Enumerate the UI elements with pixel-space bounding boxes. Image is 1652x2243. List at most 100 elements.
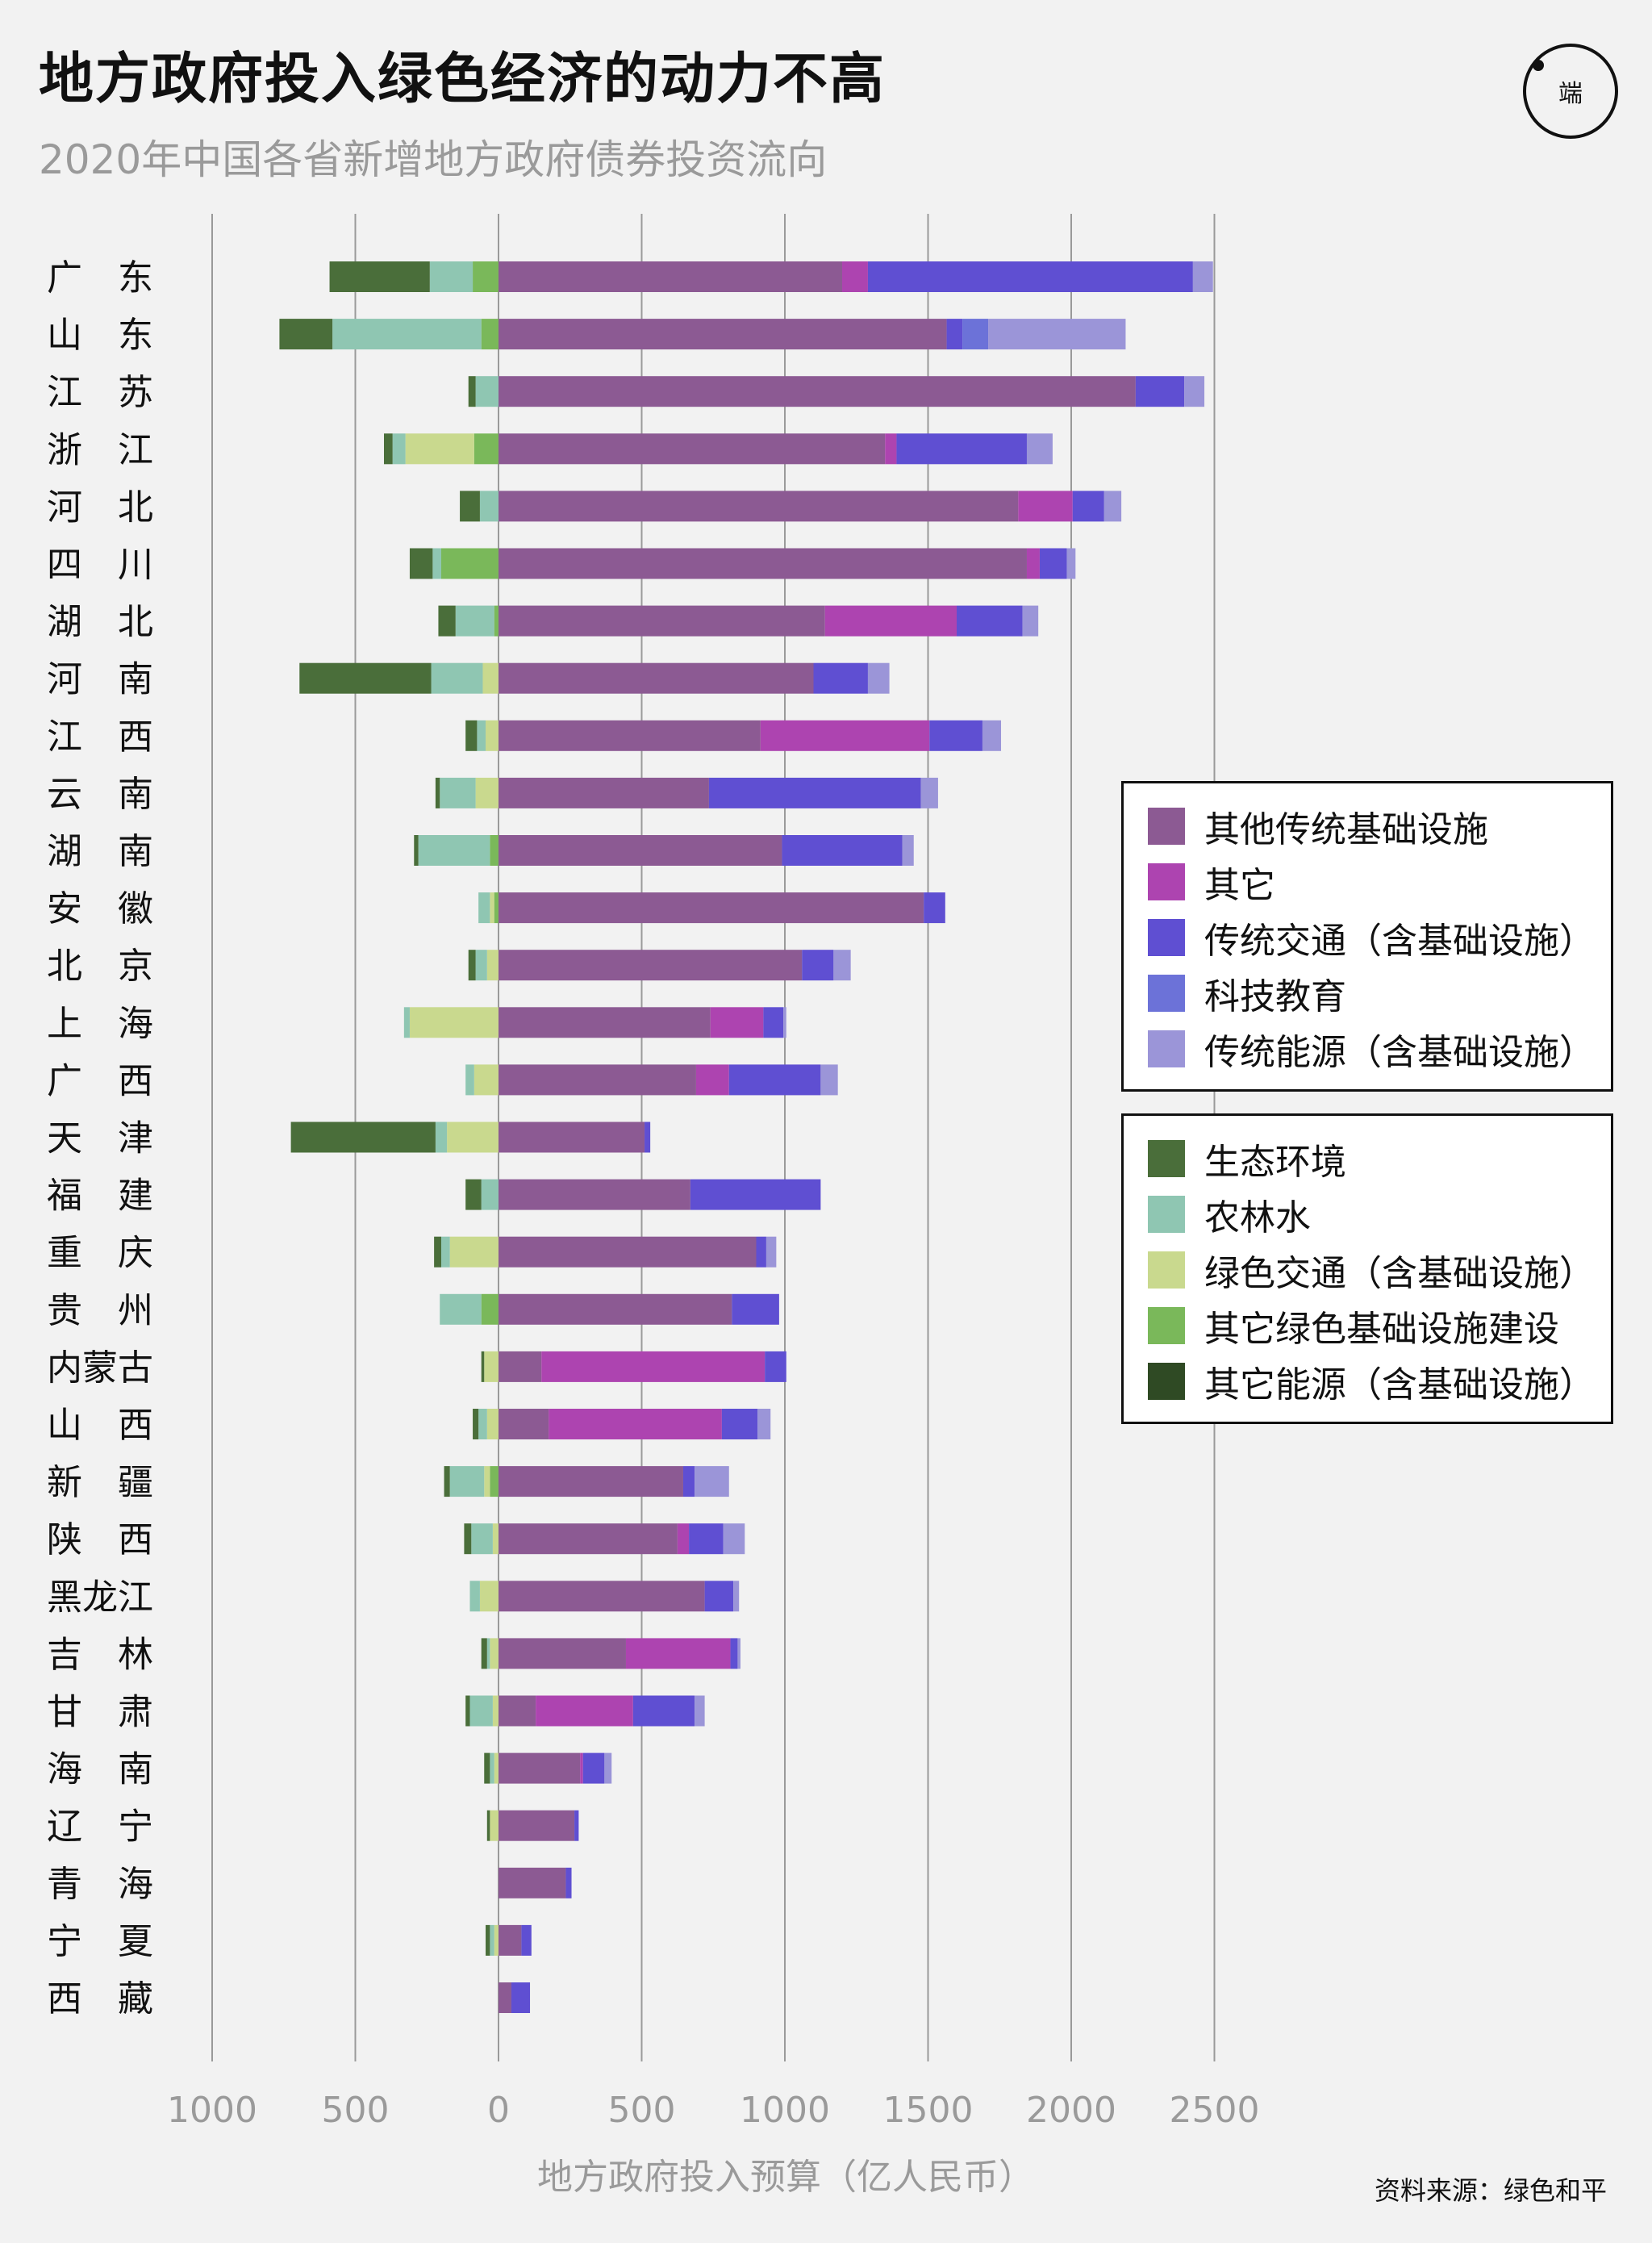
bar-other-13: [710, 1007, 764, 1038]
bar-traditional_other-15: [499, 1122, 645, 1153]
chart-title: 地方政府投入绿色经济的动力不高: [39, 48, 886, 111]
bar-agri_forest_water-23: [469, 1581, 480, 1612]
bar-traditional_other-3: [499, 433, 886, 465]
bar-other_green_infra-6: [494, 605, 499, 637]
bar-other-20: [549, 1409, 722, 1439]
bar-traditional_other-16: [499, 1179, 690, 1210]
category-label-10: 湖 南: [47, 831, 153, 872]
bar-agri_forest_water-15: [435, 1122, 448, 1153]
bar-traditional_transport-28: [565, 1867, 572, 1898]
bar-traditional_other-24: [499, 1638, 626, 1669]
bar-ecology-29: [486, 1924, 490, 1956]
x-tick-label-0: 1000: [167, 2090, 257, 2131]
category-label-2: 江 苏: [47, 372, 153, 413]
bar-green_transport-12: [486, 950, 499, 981]
bar-ecology-24: [481, 1638, 487, 1669]
bar-traditional_other-23: [499, 1581, 705, 1612]
bar-traditional_energy-8: [982, 720, 1002, 751]
bar-traditional_transport-19: [765, 1351, 786, 1382]
legend-label-sci_tech_edu: 科技教育: [1204, 975, 1346, 1017]
category-label-28: 青 海: [47, 1864, 153, 1905]
bar-other-4: [1018, 491, 1073, 522]
bar-agri_forest_water-12: [475, 950, 487, 981]
category-label-16: 福 建: [47, 1176, 153, 1217]
bar-ecology-12: [468, 950, 476, 981]
bar-traditional_transport-24: [730, 1638, 738, 1669]
bar-traditional_other-4: [499, 491, 1019, 522]
bar-traditional_transport-9: [708, 777, 921, 808]
bar-agri_forest_water-6: [455, 605, 494, 637]
bar-agri_forest_water-7: [431, 662, 483, 694]
category-label-29: 宁 夏: [47, 1921, 153, 1962]
x-tick-label-1: 500: [322, 2090, 390, 2131]
bar-green_transport-25: [492, 1695, 499, 1727]
bar-traditional_other-25: [499, 1695, 536, 1727]
bar-green_transport-3: [405, 433, 474, 465]
category-label-7: 河 南: [47, 659, 153, 700]
bar-ecology-10: [414, 835, 419, 866]
legend-item-agri_forest_water: 农林水: [1148, 1186, 1593, 1242]
bar-other_green_infra-0: [473, 261, 499, 292]
bar-green_transport-11: [490, 892, 494, 924]
bar-traditional_other-5: [499, 548, 1027, 579]
bar-other-19: [541, 1351, 766, 1382]
legend-item-other_green_infra: 其它绿色基础设施建设: [1148, 1297, 1593, 1353]
bar-agri_forest_water-26: [490, 1752, 494, 1784]
bar-traditional_transport-10: [782, 835, 903, 866]
bars: [279, 261, 1213, 2013]
x-tick-labels: 1000 500 0 500 1000 1500 2000 2500: [167, 2090, 1259, 2131]
bar-agri_forest_water-11: [478, 892, 490, 924]
bar-traditional_transport-7: [813, 662, 868, 694]
bar-traditional_energy-1: [988, 319, 1126, 350]
legend-swatch-other: [1148, 863, 1185, 900]
legend-item-traditional_other: 其他传统基础设施: [1148, 798, 1593, 854]
bar-agri_forest_water-0: [429, 261, 473, 292]
bar-traditional_other-20: [499, 1409, 549, 1439]
legend-label-other_green_infra: 其它绿色基础设施建设: [1204, 1308, 1559, 1350]
legend-label-other: 其它: [1204, 864, 1275, 906]
bar-agri_forest_water-13: [403, 1007, 410, 1038]
category-label-15: 天 津: [47, 1118, 153, 1159]
category-label-20: 山 西: [47, 1405, 153, 1446]
bar-green_transport-14: [473, 1064, 499, 1096]
bar-other-0: [842, 261, 868, 292]
bar-agri_forest_water-2: [475, 376, 499, 407]
category-label-13: 上 海: [47, 1003, 153, 1044]
bar-green_transport-24: [490, 1638, 499, 1669]
bar-traditional_energy-22: [723, 1523, 745, 1555]
category-label-26: 海 南: [47, 1749, 153, 1790]
bar-traditional_other-12: [499, 950, 803, 981]
legend-label-green_transport: 绿色交通（含基础设施）: [1204, 1252, 1595, 1294]
bar-traditional_transport-0: [867, 261, 1193, 292]
category-labels: 广 东山 东江 苏浙 江河 北四 川湖 北河 南江 西云 南湖 南安 徽北 京上…: [47, 257, 153, 2020]
legend-label-traditional_energy: 传统能源（含基础设施）: [1204, 1031, 1595, 1073]
legend-swatch-other_energy: [1148, 1362, 1185, 1400]
bar-ecology-8: [465, 720, 478, 751]
bar-traditional_transport-1: [946, 319, 963, 350]
bar-green_transport-9: [475, 777, 499, 808]
legend-item-traditional_energy: 传统能源（含基础设施）: [1148, 1021, 1595, 1076]
bar-agri_forest_water-3: [392, 433, 406, 465]
category-label-22: 陕 西: [47, 1519, 153, 1560]
legend-label-agri_forest_water: 农林水: [1204, 1197, 1311, 1238]
bar-traditional_energy-2: [1184, 376, 1205, 407]
bar-traditional_transport-13: [763, 1007, 784, 1038]
bar-ecology-5: [409, 548, 433, 579]
category-label-18: 贵 州: [47, 1290, 153, 1331]
bar-traditional_transport-18: [732, 1293, 779, 1325]
bar-other_green_infra-11: [494, 892, 499, 924]
bar-traditional_energy-21: [695, 1466, 729, 1497]
legend-item-other: 其它: [1148, 854, 1593, 909]
bar-traditional_other-11: [499, 892, 924, 924]
legend-item-sci_tech_edu: 科技教育: [1148, 965, 1593, 1021]
legend-swatch-green_transport: [1148, 1251, 1185, 1289]
legend-swatch-sci_tech_edu: [1148, 974, 1185, 1012]
bar-other_green_infra-18: [481, 1293, 499, 1325]
bar-traditional_energy-14: [820, 1064, 838, 1096]
bar-traditional_transport-23: [704, 1581, 734, 1612]
bar-traditional_transport-16: [690, 1179, 821, 1210]
legend-green: 生态环境 农林水 绿色交通（含基础设施） 其它绿色基础设施建设 其它能源（含基础设施）: [1121, 1113, 1613, 1424]
bar-traditional_other-8: [499, 720, 761, 751]
bar-ecology-9: [435, 777, 440, 808]
